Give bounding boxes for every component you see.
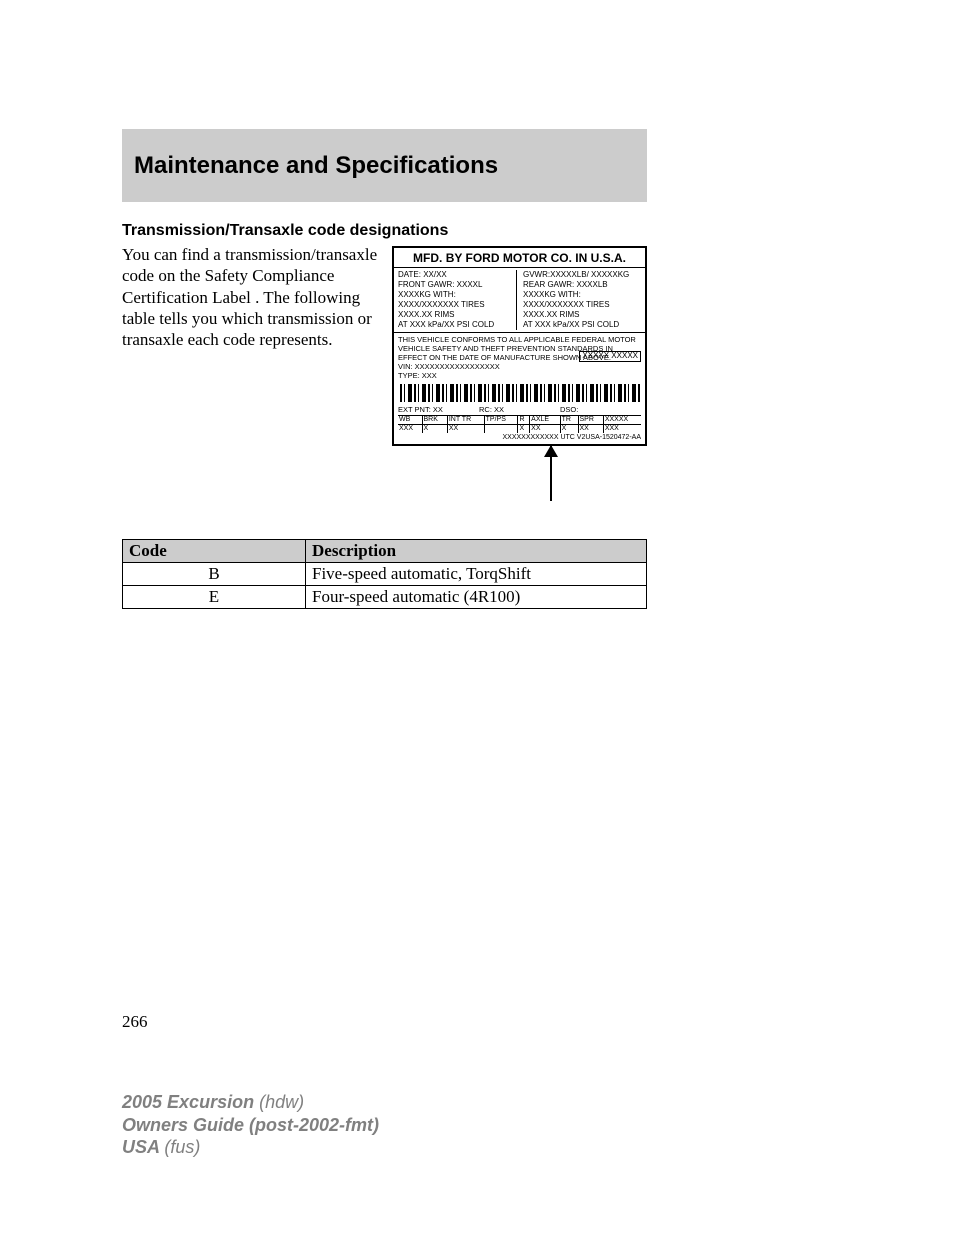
label-line: XXXX/XXXXXXX TIRES <box>523 300 641 310</box>
grid-h: INT TR <box>447 415 484 424</box>
grid-h: R <box>518 415 530 424</box>
grid-v: XX <box>578 424 603 433</box>
label-line: AT XXX kPa/XX PSI COLD <box>523 320 641 330</box>
grid-h: WB <box>398 415 422 424</box>
label-top-right: GVWR:XXXXXLB/ XXXXXKG REAR GAWR: XXXXLB … <box>516 270 641 330</box>
label-line: FRONT GAWR: XXXXL <box>398 280 516 290</box>
subheading: Transmission/Transaxle code designations <box>122 222 448 240</box>
label-sidebox: XXXXX XXXXX <box>579 351 641 362</box>
grid-v: XXX <box>398 424 422 433</box>
footer: 2005 Excursion (hdw) Owners Guide (post-… <box>122 1091 379 1159</box>
footer-line-3: USA (fus) <box>122 1136 379 1159</box>
label-line: DATE: XX/XX <box>398 270 516 280</box>
code-table: Code Description B Five-speed automatic,… <box>122 539 647 609</box>
label-line: XXXX.XX RIMS <box>523 310 641 320</box>
rc: RC: XX <box>479 406 560 415</box>
arrow <box>392 446 647 501</box>
label-top: DATE: XX/XX FRONT GAWR: XXXXL XXXXKG WIT… <box>394 268 645 332</box>
label-box: MFD. BY FORD MOTOR CO. IN U.S.A. DATE: X… <box>392 246 647 446</box>
grid-v: X <box>518 424 530 433</box>
grid-v <box>484 424 518 433</box>
footer-bold: 2005 Excursion <box>122 1092 259 1112</box>
body-text: You can find a transmission/transaxle co… <box>122 244 387 350</box>
grid-h: AXLE <box>530 415 560 424</box>
certification-label-diagram: MFD. BY FORD MOTOR CO. IN U.S.A. DATE: X… <box>392 246 647 501</box>
label-line: REAR GAWR: XXXXLB <box>523 280 641 290</box>
code-cell: E <box>123 586 306 609</box>
label-grid: WB BRK INT TR TP/PS R AXLE TR SPR XXXXX … <box>398 415 641 433</box>
page: Maintenance and Specifications Transmiss… <box>0 0 954 1235</box>
label-middle: THIS VEHICLE CONFORMS TO ALL APPLICABLE … <box>394 332 645 406</box>
description-cell: Four-speed automatic (4R100) <box>306 586 647 609</box>
grid-v: XX <box>447 424 484 433</box>
label-title: MFD. BY FORD MOTOR CO. IN U.S.A. <box>394 248 645 268</box>
grid-h: TP/PS <box>484 415 518 424</box>
label-line: XXXX.XX RIMS <box>398 310 516 320</box>
table-header-description: Description <box>306 540 647 563</box>
grid-v: X <box>560 424 578 433</box>
label-lastline: XXXXXXXXXXXX UTC V2USA-1520472-AA <box>398 433 641 442</box>
table-row: E Four-speed automatic (4R100) <box>123 586 647 609</box>
page-number: 266 <box>122 1012 148 1032</box>
grid-v: XX <box>530 424 560 433</box>
dso: DSO: <box>560 406 641 415</box>
code-cell: B <box>123 563 306 586</box>
type-line: TYPE: XXX <box>398 371 641 380</box>
description-cell: Five-speed automatic, TorqShift <box>306 563 647 586</box>
grid-v: XXX <box>603 424 641 433</box>
table-row: B Five-speed automatic, TorqShift <box>123 563 647 586</box>
section-title-bar: Maintenance and Specifications <box>122 129 647 202</box>
footer-line-1: 2005 Excursion (hdw) <box>122 1091 379 1114</box>
label-line: XXXXKG WITH: <box>523 290 641 300</box>
label-bottom: EXT PNT: XX RC: XX DSO: WB BRK INT TR TP… <box>394 406 645 444</box>
label-bottom-row1: EXT PNT: XX RC: XX DSO: <box>398 406 641 415</box>
barcode <box>400 384 640 402</box>
grid-h: SPR <box>578 415 603 424</box>
grid-h: TR <box>560 415 578 424</box>
footer-bold: USA <box>122 1137 164 1157</box>
label-line: AT XXX kPa/XX PSI COLD <box>398 320 516 330</box>
grid-h: BRK <box>422 415 447 424</box>
grid-v: X <box>422 424 447 433</box>
label-line: XXXXKG WITH: <box>398 290 516 300</box>
ext-pnt: EXT PNT: XX <box>398 406 479 415</box>
grid-h: XXXXX <box>603 415 641 424</box>
footer-paren: (hdw) <box>259 1092 304 1112</box>
vin-line: VIN: XXXXXXXXXXXXXXXXX <box>398 362 641 371</box>
arrow-line <box>550 446 552 501</box>
table-header-code: Code <box>123 540 306 563</box>
footer-line-2: Owners Guide (post-2002-fmt) <box>122 1114 379 1137</box>
label-top-left: DATE: XX/XX FRONT GAWR: XXXXL XXXXKG WIT… <box>398 270 516 330</box>
footer-paren: (fus) <box>164 1137 200 1157</box>
label-line: GVWR:XXXXXLB/ XXXXXKG <box>523 270 641 280</box>
section-title: Maintenance and Specifications <box>122 152 498 180</box>
label-line: XXXX/XXXXXXX TIRES <box>398 300 516 310</box>
